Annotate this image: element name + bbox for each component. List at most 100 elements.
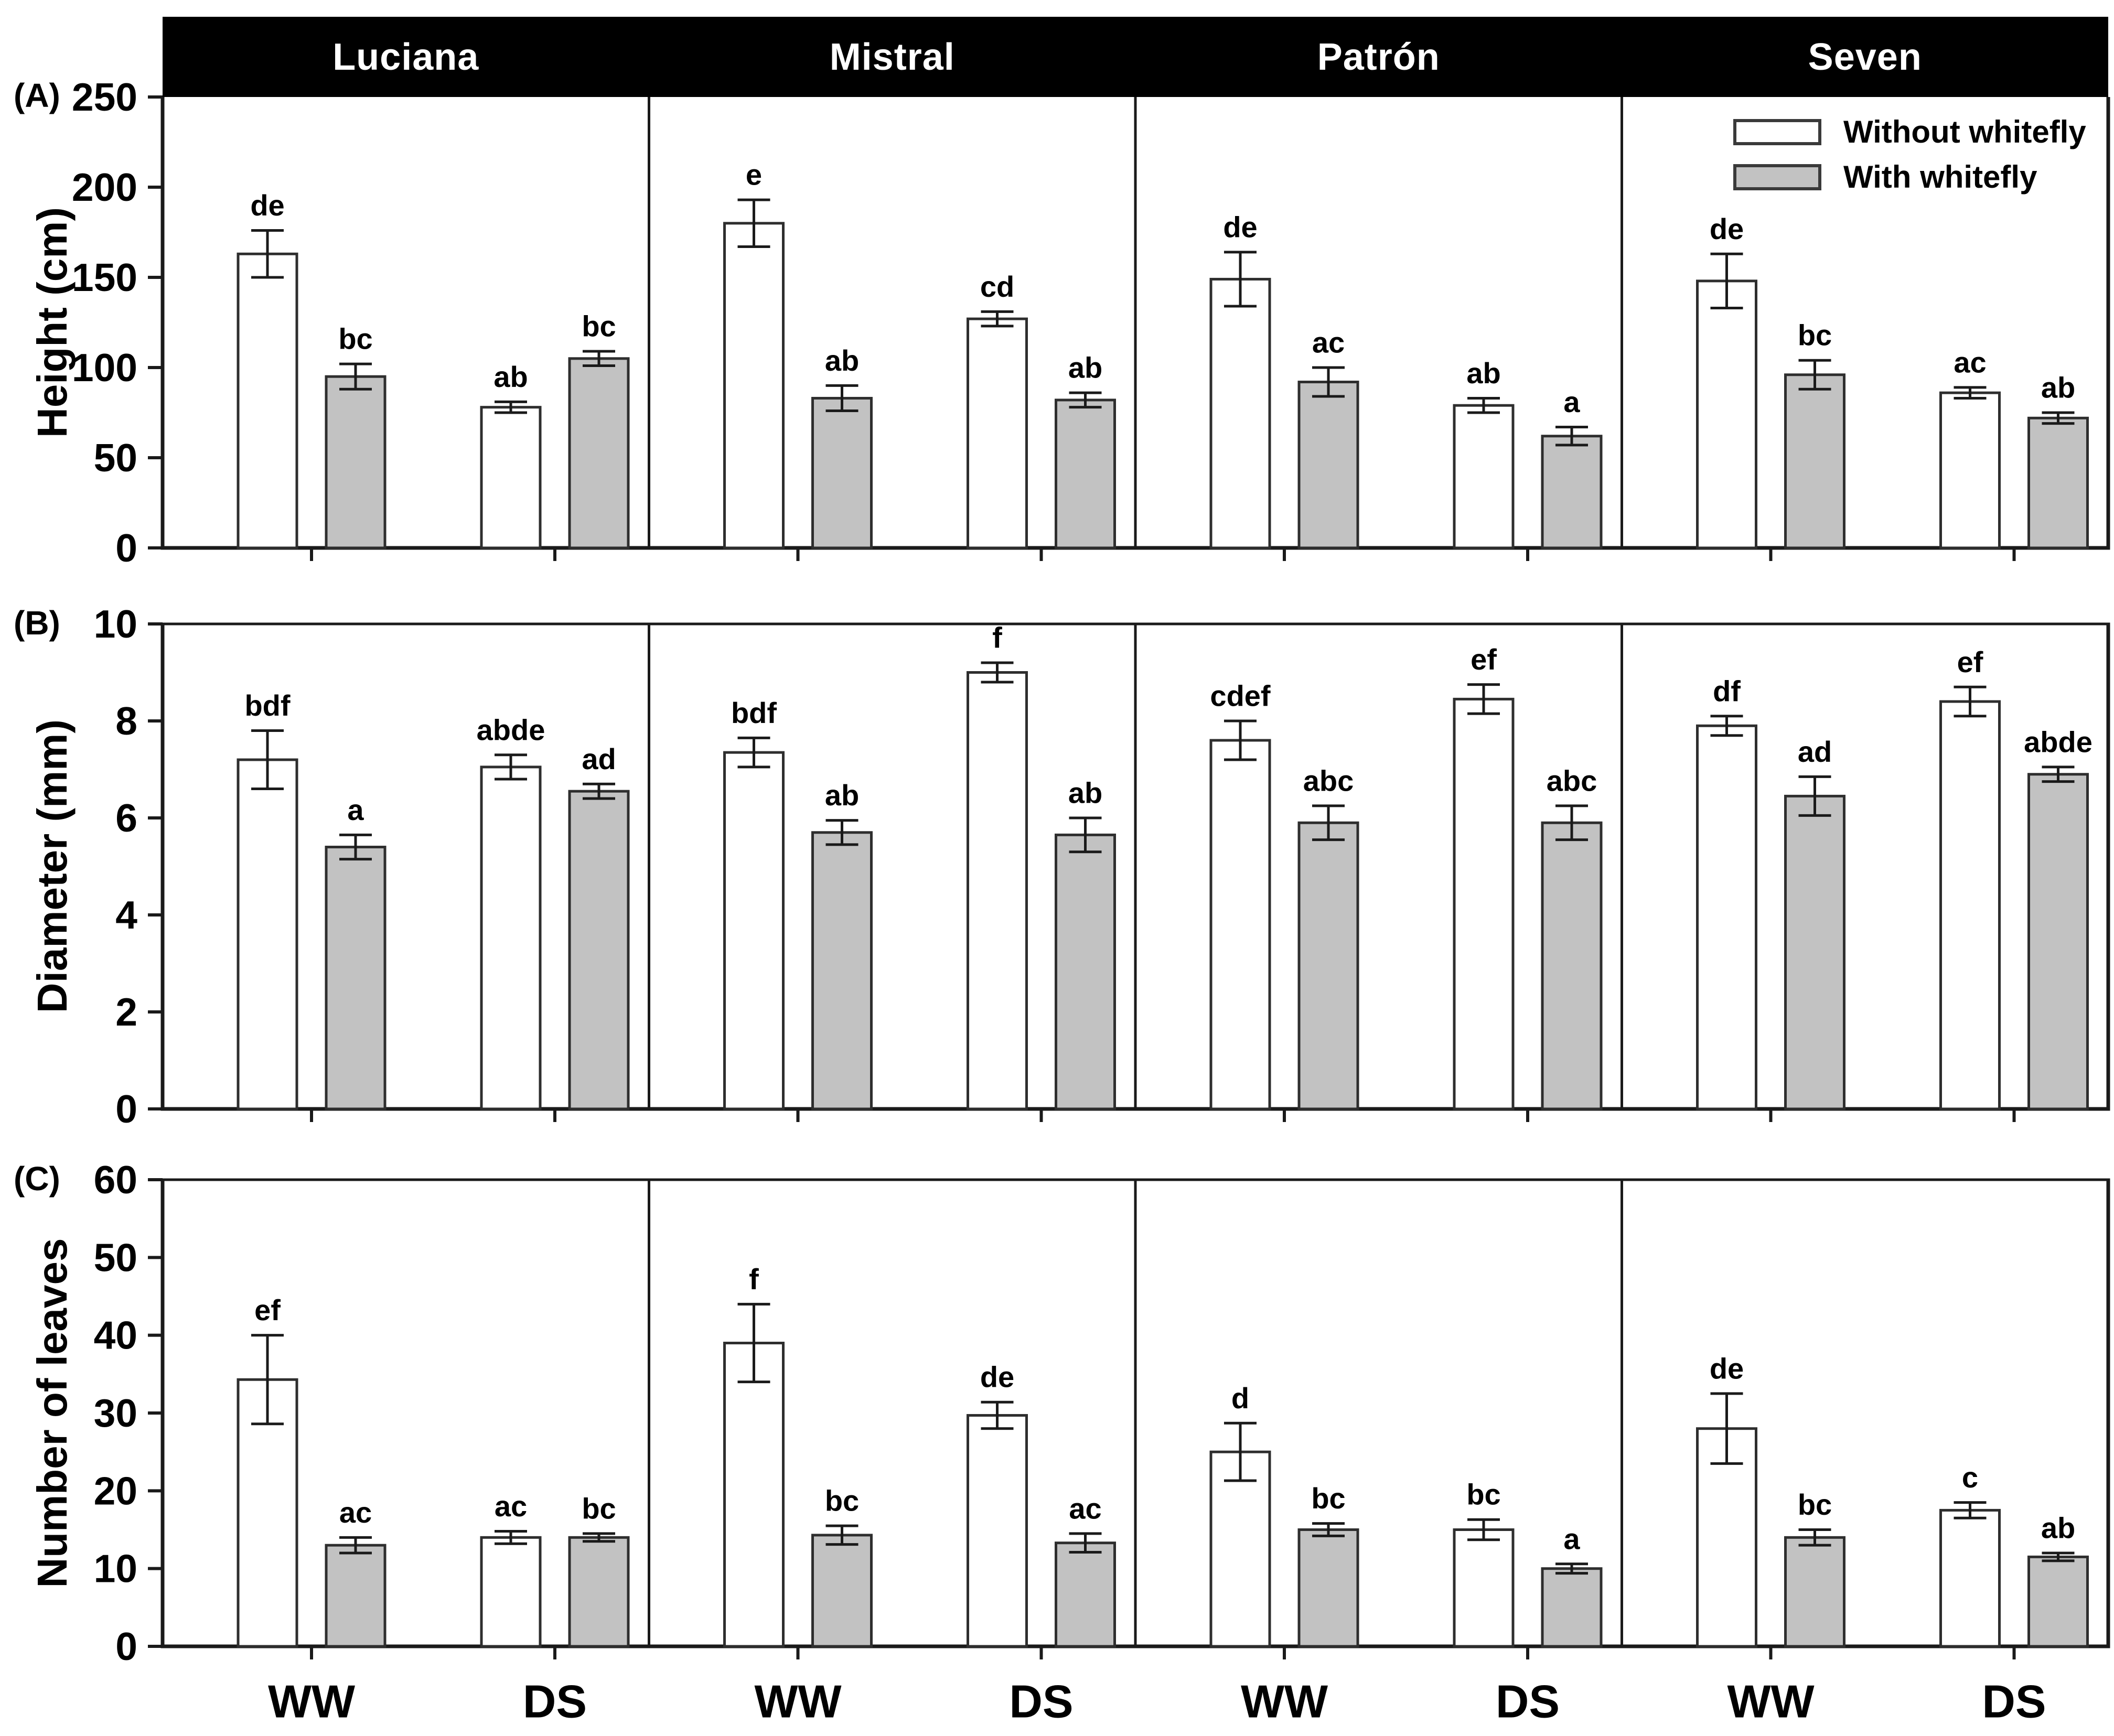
significance-letter: ab bbox=[2041, 1512, 2075, 1545]
y-tick-label: 0 bbox=[115, 1087, 137, 1131]
bar-Seven-WW-with bbox=[1784, 373, 1845, 549]
panel-letter-b: (B) bbox=[14, 604, 60, 642]
significance-letter: abc bbox=[1303, 764, 1354, 797]
bar-Mistral-DS-without bbox=[967, 671, 1028, 1110]
significance-letter: cd bbox=[980, 270, 1014, 303]
bar-Luciana-DS-with bbox=[568, 790, 630, 1110]
significance-letter: ac bbox=[495, 1490, 527, 1523]
bar-Seven-DS-with bbox=[2027, 773, 2089, 1110]
significance-letter: bc bbox=[338, 322, 372, 355]
significance-letter: abde bbox=[477, 713, 545, 746]
bar-Seven-WW-without bbox=[1696, 279, 1757, 549]
y-tick-label: 10 bbox=[94, 1547, 137, 1591]
significance-letter: ad bbox=[1798, 735, 1832, 768]
x-group-label: DS bbox=[1496, 1676, 1560, 1728]
significance-letter: bdf bbox=[244, 689, 290, 722]
legend: Without whitefly With whitefly bbox=[1733, 116, 2086, 207]
cultivar-header-band: Luciana Mistral Patrón Seven bbox=[163, 17, 2108, 97]
x-group-label: WW bbox=[1727, 1676, 1814, 1728]
y-tick-label: 50 bbox=[94, 1235, 137, 1279]
significance-letter: de bbox=[980, 1361, 1014, 1394]
bar-Seven-DS-without bbox=[1939, 700, 2001, 1110]
bar-Mistral-DS-without bbox=[967, 317, 1028, 549]
y-tick-label: 200 bbox=[72, 165, 137, 209]
significance-letter: bc bbox=[1311, 1482, 1345, 1515]
bar-Patrón-WW-without bbox=[1209, 739, 1271, 1110]
bar-Luciana-DS-without bbox=[480, 765, 542, 1110]
bar-Patrón-WW-without bbox=[1209, 1450, 1271, 1648]
significance-letter: ac bbox=[1312, 326, 1345, 359]
x-group-label: DS bbox=[1982, 1676, 2046, 1728]
y-tick-label: 0 bbox=[115, 1624, 137, 1668]
legend-swatch-with-whitefly-icon bbox=[1733, 164, 1821, 190]
significance-letter: a bbox=[347, 793, 364, 826]
significance-letter: ab bbox=[493, 360, 528, 393]
significance-letter: d bbox=[1231, 1382, 1249, 1415]
significance-letter: ef bbox=[1471, 643, 1497, 676]
bar-Patrón-WW-without bbox=[1209, 277, 1271, 549]
y-tick-label: 4 bbox=[115, 893, 137, 937]
x-group-label: WW bbox=[268, 1676, 355, 1728]
significance-letter: bc bbox=[582, 1492, 616, 1525]
y-tick-label: 50 bbox=[94, 436, 137, 480]
bar-Seven-DS-with bbox=[2027, 416, 2089, 549]
y-tick-label: 40 bbox=[94, 1313, 137, 1357]
legend-item-without: Without whitefly bbox=[1733, 116, 2086, 148]
significance-letter: abc bbox=[1547, 764, 1597, 797]
bar-Patrón-DS-with bbox=[1541, 821, 1603, 1110]
bar-Mistral-WW-with bbox=[811, 831, 873, 1110]
significance-letter: ab bbox=[1068, 777, 1102, 810]
significance-letter: bc bbox=[1466, 1478, 1500, 1511]
y-axis-title-leaves: Number of leaves bbox=[29, 1238, 76, 1588]
x-group-label: WW bbox=[754, 1676, 841, 1728]
bar-Luciana-WW-without bbox=[237, 758, 298, 1110]
bar-Patrón-DS-without bbox=[1453, 1528, 1515, 1648]
significance-letter: bdf bbox=[731, 696, 777, 729]
bar-Luciana-DS-without bbox=[480, 1536, 542, 1648]
bar-Mistral-WW-without bbox=[723, 751, 785, 1110]
y-tick-label: 30 bbox=[94, 1391, 137, 1435]
bar-Seven-DS-without bbox=[1939, 1508, 2001, 1648]
x-group-label: DS bbox=[523, 1676, 587, 1728]
significance-letter: abde bbox=[2024, 725, 2092, 758]
bar-Patrón-WW-with bbox=[1297, 1528, 1359, 1648]
bar-Mistral-DS-with bbox=[1055, 1541, 1116, 1648]
legend-item-with: With whitefly bbox=[1733, 161, 2086, 193]
significance-letter: ab bbox=[1068, 351, 1102, 384]
bar-Luciana-DS-with bbox=[568, 1536, 630, 1648]
significance-letter: a bbox=[1563, 385, 1580, 418]
bar-Seven-WW-with bbox=[1784, 794, 1845, 1110]
significance-letter: ef bbox=[254, 1293, 281, 1327]
significance-letter: cdef bbox=[1210, 680, 1270, 713]
significance-letter: a bbox=[1563, 1522, 1580, 1555]
significance-letter: bc bbox=[1798, 319, 1832, 352]
significance-letter: ab bbox=[2041, 371, 2075, 404]
panel-letter-c: (C) bbox=[14, 1160, 60, 1198]
bar-Patrón-DS-with bbox=[1541, 1567, 1603, 1648]
bar-Seven-WW-without bbox=[1696, 724, 1757, 1110]
significance-letter: e bbox=[746, 158, 762, 191]
bar-Mistral-WW-without bbox=[723, 222, 785, 549]
significance-letter: ef bbox=[1957, 645, 1983, 678]
bar-Mistral-WW-with bbox=[811, 1534, 873, 1648]
header-mistral: Mistral bbox=[829, 36, 955, 78]
bar-Luciana-WW-without bbox=[237, 252, 298, 549]
y-tick-label: 0 bbox=[115, 526, 137, 570]
significance-letter: de bbox=[250, 189, 284, 222]
header-luciana: Luciana bbox=[332, 36, 479, 78]
bar-Seven-DS-without bbox=[1939, 391, 2001, 549]
header-seven: Seven bbox=[1808, 36, 1922, 78]
bar-Patrón-WW-with bbox=[1297, 821, 1359, 1110]
bar-Luciana-DS-without bbox=[480, 406, 542, 549]
bar-Luciana-DS-with bbox=[568, 357, 630, 549]
y-tick-label: 6 bbox=[115, 796, 137, 840]
bar-Luciana-WW-with bbox=[325, 846, 387, 1110]
legend-label-with: With whitefly bbox=[1843, 159, 2037, 195]
significance-letter: df bbox=[1713, 674, 1741, 707]
bar-Luciana-WW-with bbox=[325, 375, 387, 549]
x-group-label: WW bbox=[1241, 1676, 1328, 1728]
significance-letter: de bbox=[1223, 210, 1257, 243]
significance-letter: ab bbox=[825, 344, 859, 377]
significance-letter: bc bbox=[825, 1484, 859, 1517]
